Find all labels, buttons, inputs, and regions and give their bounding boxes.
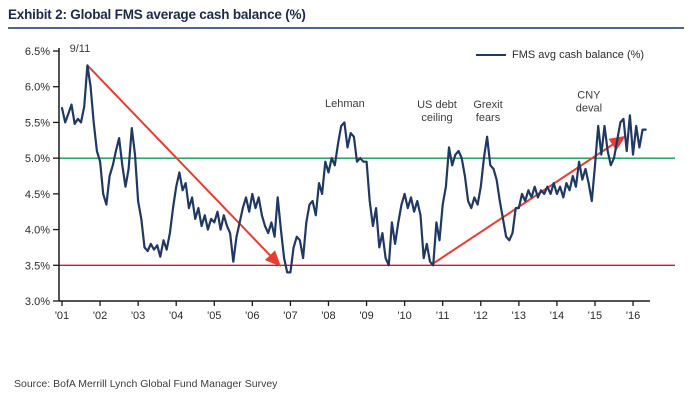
annotation-cny-deval: CNY deval: [576, 90, 602, 115]
exhibit-title: Exhibit 2: Global FMS average cash balan…: [8, 7, 306, 22]
source-note: Source: BofA Merrill Lynch Global Fund M…: [14, 378, 278, 390]
annotation-911: 9/11: [70, 43, 91, 55]
chart-legend: FMS avg cash balance (%): [476, 49, 644, 61]
x-tick-label: '02: [93, 310, 107, 322]
x-tick-label: '10: [397, 310, 411, 322]
x-tick-label: '13: [512, 310, 526, 322]
y-tick-label: 4.0%: [25, 225, 50, 237]
trend-arrow-2: [429, 135, 626, 267]
x-tick-label: '14: [550, 310, 564, 322]
x-tick-label: '06: [245, 310, 259, 322]
x-tick-label: '07: [283, 310, 297, 322]
legend-label: FMS avg cash balance (%): [512, 49, 645, 61]
trend-arrow-1: [86, 64, 282, 267]
x-tick-label: '01: [55, 310, 69, 322]
annotation-lehman: Lehman: [325, 98, 365, 110]
fms-cash-balance-line: [60, 64, 647, 274]
x-tick-label: '12: [474, 310, 488, 322]
x-tick-label: '08: [321, 310, 335, 322]
y-tick-label: 6.5%: [25, 46, 50, 58]
x-tick-label: '15: [588, 310, 602, 322]
y-tick-label: 5.5%: [25, 117, 50, 129]
x-tick-label: '03: [131, 310, 145, 322]
annotation-grexit-fears: Grexit fears: [473, 99, 502, 124]
x-tick-label: '09: [359, 310, 373, 322]
y-tick-label: 3.0%: [25, 296, 50, 308]
x-tick-label: '11: [436, 310, 450, 322]
annotation-usdebt-ceiling: US debt ceiling: [417, 99, 457, 124]
exhibit-header: Exhibit 2: Global FMS average cash balan…: [8, 6, 684, 29]
y-tick-label: 5.0%: [25, 153, 50, 165]
y-tick-label: 3.5%: [25, 260, 50, 272]
y-tick-label: 4.5%: [25, 189, 50, 201]
x-tick-label: '05: [207, 310, 221, 322]
legend-line-swatch: [476, 54, 506, 56]
y-tick-label: 6.0%: [25, 82, 50, 94]
x-tick-label: '16: [626, 310, 640, 322]
x-tick-label: '04: [169, 310, 183, 322]
